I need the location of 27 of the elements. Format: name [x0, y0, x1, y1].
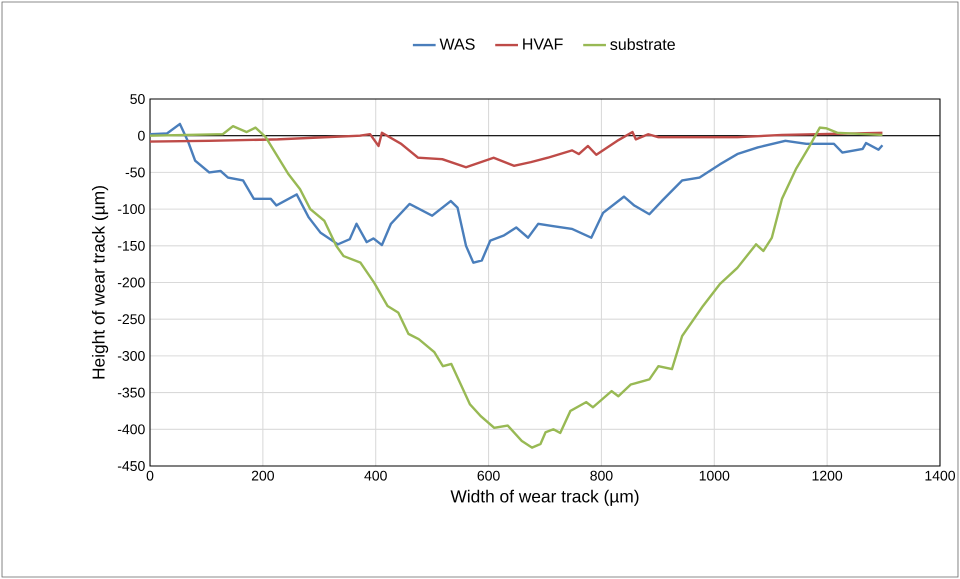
x-tick-label: 1200 — [812, 470, 842, 481]
x-tick-label: 400 — [364, 470, 387, 481]
y-tick-label: 0 — [138, 130, 145, 141]
y-tick-label: -200 — [118, 278, 145, 288]
x-tick-label: 0 — [146, 470, 154, 481]
line-series — [148, 124, 884, 449]
line-series — [148, 130, 884, 168]
x-tick-label: 1400 — [925, 470, 956, 481]
y-tick-label: -250 — [118, 314, 145, 324]
x-axis-title: Width of wear track (µm) — [450, 490, 638, 506]
y-tick-label: -150 — [118, 240, 145, 251]
legend-label: substrate — [610, 38, 675, 50]
x-tick-label: 600 — [478, 470, 500, 481]
line-series — [148, 122, 884, 264]
y-tick-label: -450 — [118, 461, 145, 471]
y-tick-label: -50 — [126, 167, 145, 178]
y-tick-label: -100 — [118, 204, 145, 214]
y-tick-label: -400 — [118, 424, 145, 434]
x-tick-label: 1000 — [700, 470, 730, 481]
y-tick-label: -350 — [118, 388, 145, 398]
y-tick-label: -300 — [118, 350, 145, 361]
x-tick-label: 800 — [590, 470, 613, 481]
y-tick-label: 50 — [130, 94, 145, 104]
x-tick-label: 200 — [252, 470, 274, 481]
legend-label: WAS — [440, 38, 475, 50]
y-axis-title: Height of wear track (µm) — [92, 186, 108, 379]
legend-label: HVAF — [523, 38, 563, 50]
